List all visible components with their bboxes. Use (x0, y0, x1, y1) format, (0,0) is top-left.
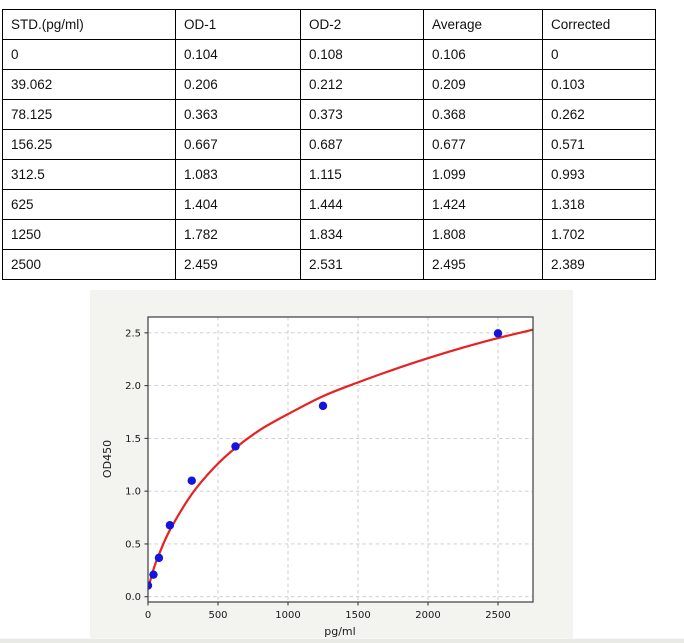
data-point (149, 570, 158, 579)
table-cell: 625 (2, 189, 176, 220)
table-cell: 0.106 (423, 39, 543, 70)
table-cell: 0.373 (300, 99, 424, 130)
table-cell: 39.062 (2, 69, 176, 100)
table-cell: 2.389 (542, 249, 656, 280)
table-cell: 1.834 (300, 219, 424, 250)
table-row: 78.125 0.363 0.373 0.368 0.262 (2, 99, 656, 130)
table-cell: 0.212 (300, 69, 424, 100)
table-cell: 0.687 (300, 129, 424, 160)
table-cell: 0.993 (542, 159, 656, 190)
scatter-points (147, 329, 503, 590)
table-cell: 1.404 (175, 189, 301, 220)
data-point (154, 553, 164, 563)
table-cell: 1.782 (175, 219, 301, 250)
gridlines (148, 317, 533, 602)
table-header-cell: OD-1 (175, 9, 301, 40)
table-cell: 1.115 (300, 159, 424, 190)
data-point (187, 476, 196, 485)
table-row: 2500 2.459 2.531 2.495 2.389 (2, 249, 656, 280)
plot-border (147, 316, 534, 603)
table-cell: 0.368 (423, 99, 543, 130)
table-cell: 1.083 (175, 159, 301, 190)
x-tick-label: 1500 (345, 610, 370, 621)
table-row: 156.25 0.667 0.687 0.677 0.571 (2, 129, 656, 160)
data-point (165, 521, 175, 530)
table-cell: 2.531 (300, 249, 424, 280)
standard-curve-chart: pg/ml OD450 0 500 1000 1500 2000 2500 0.0 0.5 1.… (101, 316, 534, 638)
data-point (231, 442, 240, 451)
table-cell: 78.125 (2, 99, 176, 130)
axis-ticks: 0 500 1000 1500 2000 2500 0.0 0.5 1.0 1.5 2.0 2.5 (125, 328, 511, 621)
table-header-cell: OD-2 (300, 9, 424, 40)
table-cell: 0.209 (423, 69, 543, 100)
data-point (493, 329, 503, 338)
table-cell: 0.677 (423, 129, 543, 160)
y-tick-label: 1.0 (125, 487, 141, 498)
table-cell: 312.5 (2, 159, 176, 190)
table-header-cell: Corrected (542, 9, 656, 40)
table-cell: 0.262 (542, 99, 656, 130)
table-row: 1250 1.782 1.834 1.808 1.702 (2, 219, 656, 250)
table-cell: 2500 (2, 249, 176, 280)
table-row: 312.5 1.083 1.115 1.099 0.993 (2, 159, 656, 190)
table-cell: 0.104 (175, 39, 301, 70)
x-tick-label: 1000 (275, 610, 300, 621)
y-tick-label: 2.0 (125, 381, 141, 392)
x-tick-label: 0 (145, 610, 151, 621)
table-cell: 0.363 (175, 99, 301, 130)
table-row: 39.062 0.206 0.212 0.209 0.103 (2, 69, 656, 100)
x-tick-label: 2500 (485, 610, 510, 621)
table-cell: 0 (2, 39, 176, 70)
plot-background (148, 317, 533, 602)
table-cell: 2.459 (175, 249, 301, 280)
x-axis-label: pg/ml (324, 625, 355, 638)
table-cell: 0.571 (542, 129, 656, 160)
table-cell: 1.444 (300, 189, 424, 220)
table-cell: 0.108 (300, 39, 424, 70)
standard-values-table: STD.(pg/ml) OD-1 OD-2 Average Corrected 0 0.1… (2, 9, 656, 280)
plot-area: 0 500 1000 1500 2000 2500 0.0 0.5 1.0 1.5 2.0 2.5 (125, 316, 534, 621)
table-header-cell: STD.(pg/ml) (2, 9, 176, 40)
table-cell: 0.103 (542, 69, 656, 100)
table-cell: 1.099 (423, 159, 543, 190)
table-header-row: STD.(pg/ml) OD-1 OD-2 Average Corrected (2, 9, 656, 40)
y-tick-label: 0.5 (125, 539, 141, 550)
table-row: 0 0.104 0.108 0.106 0 (2, 39, 656, 70)
x-tick-label: 500 (208, 610, 227, 621)
data-point (147, 581, 153, 590)
y-tick-label: 1.5 (125, 434, 141, 445)
table-cell: 1250 (2, 219, 176, 250)
standard-curve-figure: pg/ml OD450 0 500 1000 1500 2000 2500 0.0 0.5 1.… (90, 290, 573, 639)
table-row: 625 1.404 1.444 1.424 1.318 (2, 189, 656, 220)
y-tick-label: 2.5 (125, 328, 141, 339)
table-cell: 156.25 (2, 129, 176, 160)
table-cell: 1.424 (423, 189, 543, 220)
y-tick-label: 0.0 (125, 592, 141, 603)
table-cell: 1.702 (542, 219, 656, 250)
table-header-cell: Average (423, 9, 543, 40)
table-cell: 0 (542, 39, 656, 70)
table-cell: 2.495 (423, 249, 543, 280)
x-tick-label: 2000 (415, 610, 440, 621)
y-axis-label: OD450 (101, 440, 114, 478)
table-cell: 1.318 (542, 189, 656, 220)
table-cell: 0.667 (175, 129, 301, 160)
fit-curve-line (147, 328, 534, 590)
table-cell: 1.808 (423, 219, 543, 250)
data-point (318, 401, 328, 411)
table-cell: 0.206 (175, 69, 301, 100)
page-bottom-strip (0, 638, 684, 643)
